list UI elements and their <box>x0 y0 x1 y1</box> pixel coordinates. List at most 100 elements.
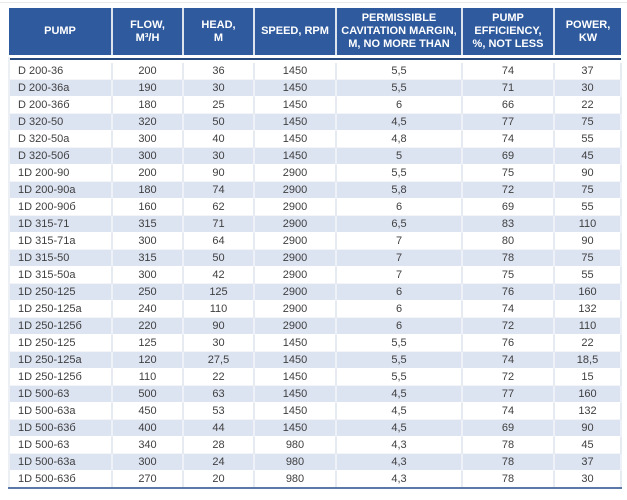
table-row: 1D 250-125 125 30 1450 5,5 76 22 <box>8 334 622 352</box>
table-body: D 200-36 200 36 1450 5,5 74 37 D 200-36a 190 30 14… <box>8 56 622 489</box>
cell-flow: 180 <box>112 181 184 199</box>
cell-cavitation: 5,5 <box>336 334 463 352</box>
table-row: 1D 315-50 315 50 2900 7 78 75 <box>8 249 622 267</box>
cell-power: 75 <box>554 249 622 267</box>
table-row: 1D 250-125б 110 22 1450 5,5 72 15 <box>8 368 622 386</box>
cell-pump: 1D 250-125a <box>8 351 113 369</box>
cell-pump: D 200-36a <box>8 79 113 97</box>
cell-head: 30 <box>183 79 255 97</box>
cell-power: 37 <box>554 63 622 80</box>
cell-head: 90 <box>183 164 255 182</box>
header-divider-bar <box>8 56 621 63</box>
cell-speed: 980 <box>254 470 337 489</box>
cell-flow: 300 <box>112 266 184 284</box>
table-row: 1D 500-63 340 28 980 4,3 78 45 <box>8 436 622 454</box>
cell-power: 110 <box>554 317 622 335</box>
cell-head: 64 <box>183 232 255 250</box>
cell-power: 45 <box>554 436 622 454</box>
cell-power: 55 <box>554 130 622 148</box>
cell-efficiency: 75 <box>462 266 555 284</box>
cell-speed: 1450 <box>254 351 337 369</box>
cell-efficiency: 71 <box>462 79 555 97</box>
cell-pump: 1D 200-90б <box>8 198 113 216</box>
page-top-rule <box>0 2 627 3</box>
cell-pump: D 320-50a <box>8 130 113 148</box>
table-header: PUMP FLOW, M³/H HEAD, M SPEED, RPM PERMI… <box>9 8 621 57</box>
cell-head: 28 <box>183 436 255 454</box>
cell-head: 63 <box>183 385 255 403</box>
cell-power: 75 <box>554 113 622 131</box>
cell-head: 44 <box>183 419 255 437</box>
table-row: 1D 200-90б 160 62 2900 6 69 55 <box>8 198 622 216</box>
cell-flow: 300 <box>112 130 184 148</box>
cell-flow: 110 <box>112 368 184 386</box>
table-row: 1D 200-90 200 90 2900 5,5 75 90 <box>8 164 622 182</box>
cell-head: 24 <box>183 453 255 471</box>
table-row: 1D 315-71a 300 64 2900 7 80 90 <box>8 232 622 250</box>
column-header-cavitation: PERMISSIBLE CAVITATION MARGIN, M, NO MOR… <box>336 8 463 57</box>
cell-speed: 1450 <box>254 385 337 403</box>
cell-speed: 2900 <box>254 215 337 233</box>
cell-cavitation: 4,3 <box>336 436 463 454</box>
cell-speed: 980 <box>254 453 337 471</box>
cell-head: 20 <box>183 470 255 489</box>
cell-power: 110 <box>554 215 622 233</box>
cell-flow: 300 <box>112 453 184 471</box>
cell-head: 50 <box>183 249 255 267</box>
cell-pump: D 320-50б <box>8 147 113 165</box>
cell-cavitation: 7 <box>336 232 463 250</box>
header-divider <box>8 56 621 63</box>
table-row: D 320-50 320 50 1450 4,5 77 75 <box>8 113 622 131</box>
table-row: D 320-50a 300 40 1450 4,8 74 55 <box>8 130 622 148</box>
cell-cavitation: 7 <box>336 249 463 267</box>
cell-cavitation: 6 <box>336 300 463 318</box>
cell-speed: 2900 <box>254 249 337 267</box>
cell-speed: 2900 <box>254 198 337 216</box>
cell-pump: 1D 500-63б <box>8 470 113 489</box>
cell-flow: 320 <box>112 113 184 131</box>
column-header-efficiency: PUMP EFFICIENCY, %, NOT LESS <box>462 8 555 57</box>
cell-flow: 300 <box>112 232 184 250</box>
cell-pump: D 320-50 <box>8 113 113 131</box>
cell-efficiency: 77 <box>462 385 555 403</box>
cell-flow: 120 <box>112 351 184 369</box>
cell-cavitation: 6,5 <box>336 215 463 233</box>
cell-head: 30 <box>183 147 255 165</box>
cell-efficiency: 76 <box>462 283 555 301</box>
cell-cavitation: 6 <box>336 96 463 114</box>
pump-spec-table: PUMP FLOW, M³/H HEAD, M SPEED, RPM PERMI… <box>8 8 622 489</box>
cell-flow: 400 <box>112 419 184 437</box>
cell-power: 30 <box>554 470 622 489</box>
table-row: D 200-36б 180 25 1450 6 66 22 <box>8 96 622 114</box>
cell-power: 37 <box>554 453 622 471</box>
cell-efficiency: 78 <box>462 249 555 267</box>
cell-power: 90 <box>554 232 622 250</box>
cell-cavitation: 5,5 <box>336 164 463 182</box>
cell-flow: 270 <box>112 470 184 489</box>
cell-cavitation: 4,5 <box>336 402 463 420</box>
table-row: 1D 315-50a 300 42 2900 7 75 55 <box>8 266 622 284</box>
cell-power: 22 <box>554 96 622 114</box>
cell-flow: 125 <box>112 334 184 352</box>
cell-flow: 315 <box>112 215 184 233</box>
table-row: 1D 250-125 250 125 2900 6 76 160 <box>8 283 622 301</box>
cell-head: 30 <box>183 334 255 352</box>
cell-efficiency: 76 <box>462 334 555 352</box>
cell-flow: 240 <box>112 300 184 318</box>
cell-head: 71 <box>183 215 255 233</box>
cell-pump: D 200-36 <box>8 63 113 80</box>
cell-power: 15 <box>554 368 622 386</box>
column-header-pump: PUMP <box>9 8 113 57</box>
cell-speed: 2900 <box>254 300 337 318</box>
cell-cavitation: 5,5 <box>336 79 463 97</box>
cell-pump: 1D 200-90a <box>8 181 113 199</box>
cell-power: 132 <box>554 300 622 318</box>
cell-pump: D 200-36б <box>8 96 113 114</box>
cell-speed: 2900 <box>254 164 337 182</box>
table-row: 1D 200-90a 180 74 2900 5,8 72 75 <box>8 181 622 199</box>
cell-flow: 250 <box>112 283 184 301</box>
cell-flow: 160 <box>112 198 184 216</box>
cell-power: 160 <box>554 283 622 301</box>
table-row: D 200-36a 190 30 1450 5,5 71 30 <box>8 79 622 97</box>
